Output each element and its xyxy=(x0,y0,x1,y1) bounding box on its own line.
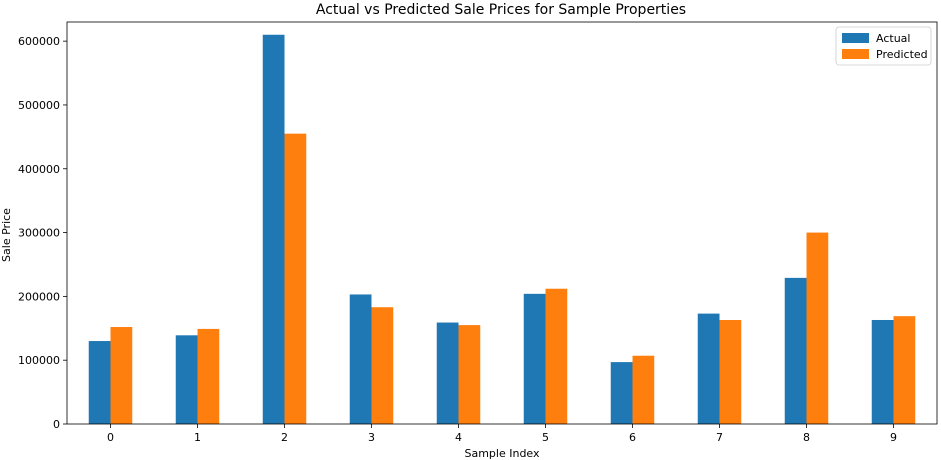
x-tick-label: 3 xyxy=(368,431,375,444)
bar-predicted-8 xyxy=(806,232,829,424)
y-tick-label: 300000 xyxy=(18,227,60,240)
x-tick-label: 2 xyxy=(281,431,288,444)
x-tick-label: 0 xyxy=(107,431,114,444)
legend-label-predicted: Predicted xyxy=(876,48,928,61)
y-tick-label: 0 xyxy=(53,418,60,431)
bar-actual-8 xyxy=(784,277,807,424)
bar-predicted-7 xyxy=(719,319,742,424)
y-tick-label: 100000 xyxy=(18,354,60,367)
legend: Actual Predicted xyxy=(835,26,932,66)
x-axis-label: Sample Index xyxy=(464,447,540,460)
bar-actual-1 xyxy=(175,335,198,424)
y-tick-label: 500000 xyxy=(18,99,60,112)
x-tick-label: 5 xyxy=(542,431,549,444)
y-axis: 0 100000 200000 300000 400000 500000 600000 xyxy=(18,35,67,431)
legend-swatch-actual xyxy=(842,33,869,43)
bar-predicted-6 xyxy=(632,355,655,424)
bar-predicted-9 xyxy=(893,316,916,424)
bar-predicted-0 xyxy=(110,327,133,424)
legend-label-actual: Actual xyxy=(876,32,910,45)
chart-title: Actual vs Predicted Sale Prices for Samp… xyxy=(316,2,686,18)
bar-actual-7 xyxy=(697,313,720,424)
legend-swatch-predicted xyxy=(842,49,869,59)
plot-frame xyxy=(66,21,938,425)
x-tick-label: 8 xyxy=(803,431,810,444)
x-tick-label: 1 xyxy=(194,431,201,444)
y-axis-label: Sale Price xyxy=(0,208,13,262)
bar-predicted-1 xyxy=(197,328,220,424)
bar-actual-0 xyxy=(88,341,111,424)
bar-actual-4 xyxy=(436,322,459,424)
bar-predicted-4 xyxy=(458,325,481,424)
bar-predicted-5 xyxy=(545,288,568,424)
x-tick-label: 4 xyxy=(455,431,462,444)
x-tick-label: 7 xyxy=(716,431,723,444)
x-tick-label: 6 xyxy=(629,431,636,444)
y-tick-label: 400000 xyxy=(18,163,60,176)
bar-actual-5 xyxy=(523,293,546,424)
plot-area xyxy=(66,21,938,425)
y-tick-label: 600000 xyxy=(18,35,60,48)
y-tick-label: 200000 xyxy=(18,290,60,303)
bar-predicted-3 xyxy=(371,307,394,424)
bar-predicted-2 xyxy=(284,133,307,424)
bar-actual-6 xyxy=(610,362,633,424)
x-tick-label: 9 xyxy=(890,431,897,444)
bar-actual-9 xyxy=(871,319,894,424)
bar-actual-3 xyxy=(349,294,372,424)
x-axis: 0 1 2 3 4 5 6 7 8 9 xyxy=(107,424,897,444)
bar-actual-2 xyxy=(262,34,285,425)
